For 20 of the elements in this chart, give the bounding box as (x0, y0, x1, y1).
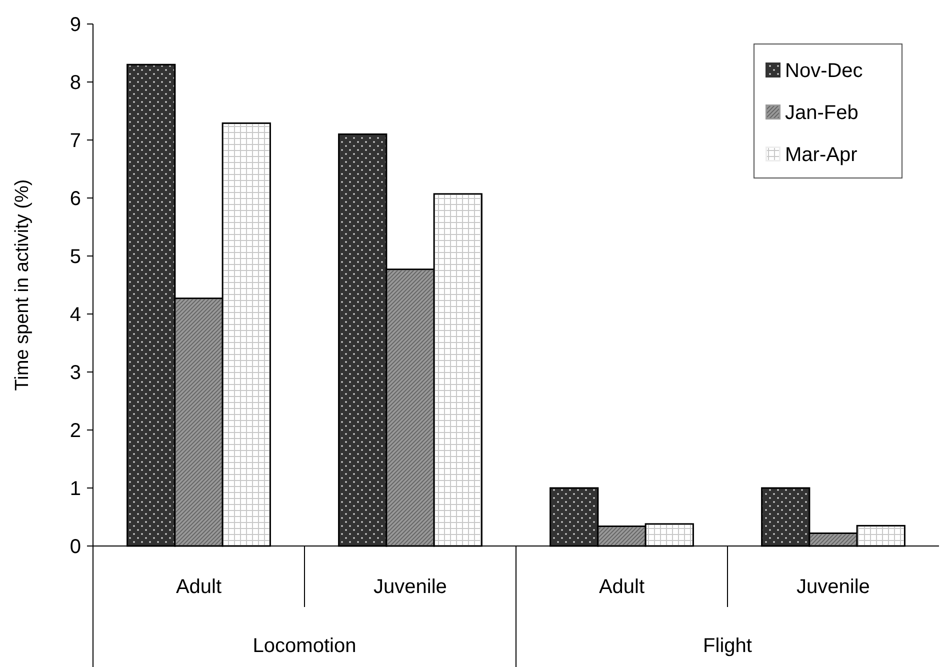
y-tick-label: 8 (70, 72, 81, 94)
y-tick-label: 2 (70, 420, 81, 442)
text: Locomotion (252, 635, 356, 657)
y-tick-label: 6 (70, 188, 81, 210)
y-tick-label: 9 (70, 14, 81, 36)
legend-label: Jan-Feb (785, 102, 858, 124)
legend-label: Mar-Apr (785, 144, 858, 166)
legend-label: Nov-Dec (785, 60, 863, 82)
text: Flight (703, 635, 752, 657)
y-tick-label: 4 (70, 304, 81, 326)
y-tick-label: 0 (70, 536, 81, 558)
y-tick-label: 7 (70, 130, 81, 152)
y-tick-label: 5 (70, 246, 81, 268)
y-axis-title: Time spent in activity (%) (12, 179, 33, 391)
y-tick-label: 1 (70, 478, 81, 500)
x-tick-label: Juvenile (796, 576, 870, 598)
x-tick-label: Adult (598, 576, 645, 598)
x-tick-label: Juvenile (374, 576, 447, 598)
y-tick-label: 3 (70, 362, 81, 384)
x-tick-label: Adult (176, 576, 222, 598)
